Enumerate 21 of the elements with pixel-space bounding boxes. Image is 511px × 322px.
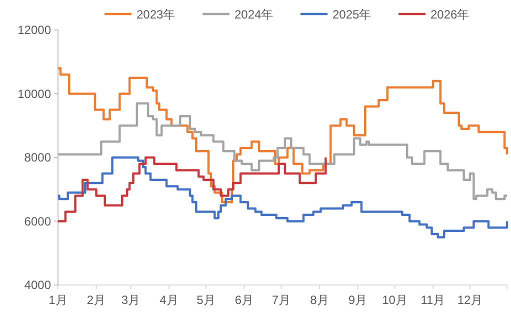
legend-label: 2023年 [136, 8, 176, 22]
x-tick-label: 6月 [234, 293, 254, 307]
y-tick-label: 4000 [24, 278, 52, 292]
x-tick-label: 12月 [457, 293, 483, 307]
x-tick-label: 5月 [196, 293, 216, 307]
x-tick-label: 2月 [86, 293, 106, 307]
legend-label: 2024年 [234, 8, 274, 22]
legend-label: 2026年 [430, 8, 470, 22]
y-tick-label: 12000 [18, 23, 52, 37]
y-tick-label: 8000 [24, 150, 52, 164]
y-tick-label: 6000 [24, 214, 52, 228]
legend-label: 2025年 [332, 8, 372, 22]
x-tick-label: 10月 [382, 293, 408, 307]
y-tick-label: 10000 [18, 86, 52, 101]
x-tick-label: 3月 [121, 293, 140, 307]
x-tick-label: 4月 [160, 293, 178, 307]
x-tick-label: 1月 [48, 293, 68, 307]
x-tick-label: 7月 [272, 293, 291, 307]
x-tick-label: 11月 [420, 293, 446, 307]
x-tick-label: 9月 [348, 293, 368, 307]
x-tick-label: 8月 [310, 293, 329, 307]
